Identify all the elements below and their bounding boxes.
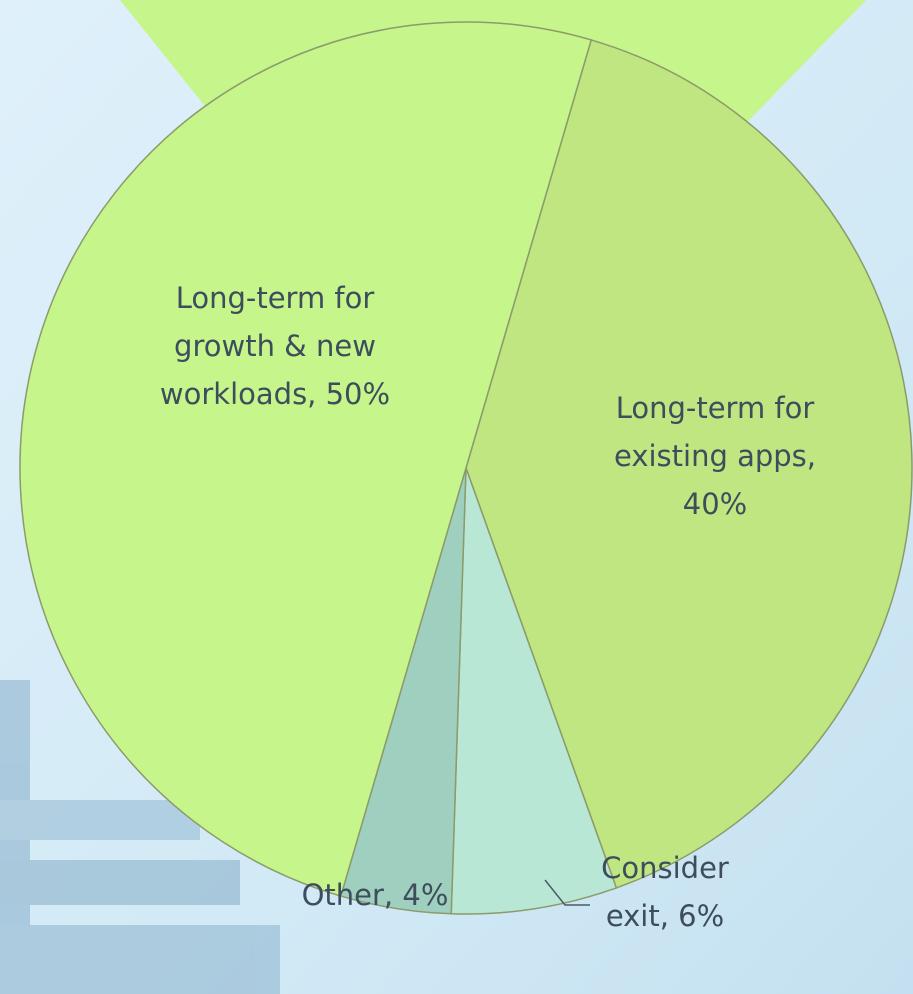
- background-stack: [0, 680, 280, 994]
- data-label: exit, 6%: [606, 899, 724, 933]
- data-label: Long-term for: [176, 281, 375, 315]
- pie: [19, 21, 913, 915]
- data-label: Other, 4%: [302, 878, 449, 912]
- leader-line: [544, 879, 590, 906]
- data-label: Long-term for: [616, 391, 815, 425]
- pie-slice: [465, 38, 913, 889]
- pie-slice: [450, 467, 618, 915]
- data-label: existing apps,: [614, 439, 816, 473]
- pie-slice: [19, 21, 593, 898]
- data-label: 40%: [683, 487, 747, 521]
- data-label: growth & new: [174, 329, 376, 363]
- data-label: Consider: [601, 851, 729, 885]
- data-label: workloads, 50%: [160, 377, 390, 411]
- labels: Long-term for existing apps, 40% Consider ex…: [160, 281, 816, 933]
